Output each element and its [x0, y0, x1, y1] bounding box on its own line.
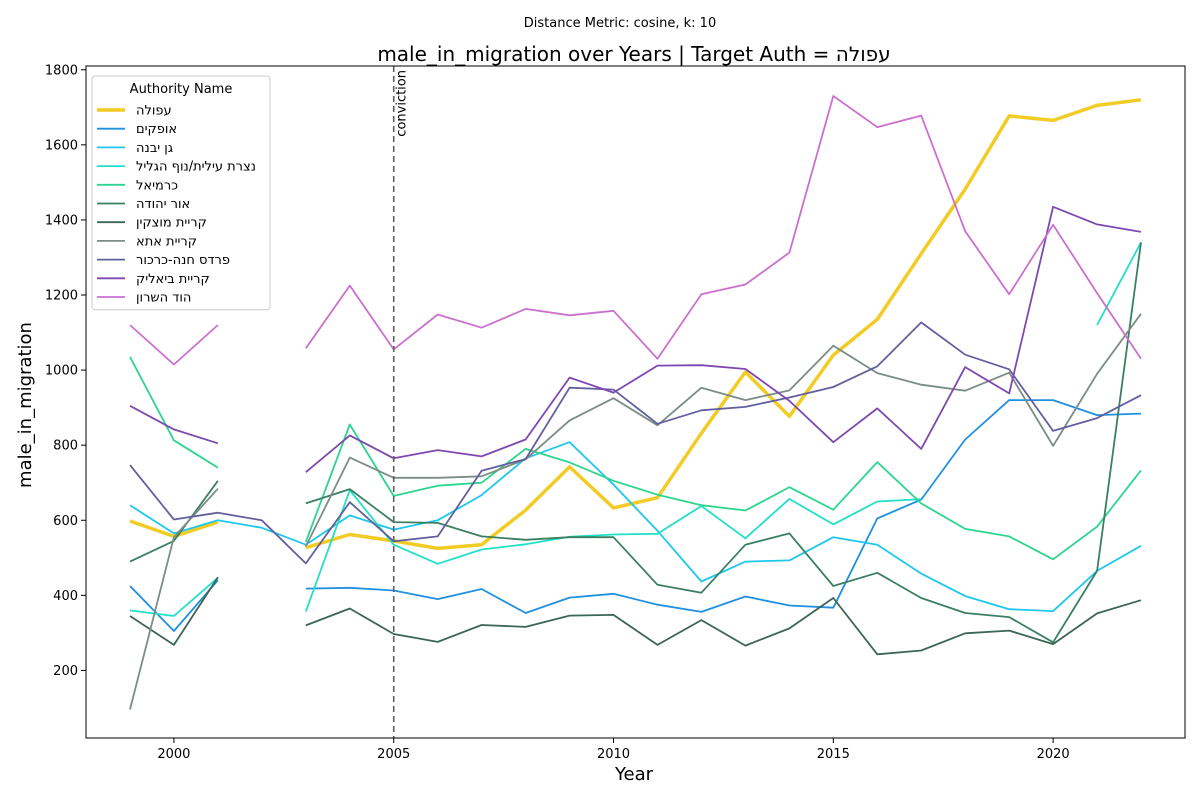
- x-tick-label-3: 2015: [817, 747, 850, 762]
- series-line-6: [129, 576, 1142, 656]
- y-tick-label-8: 1800: [45, 63, 78, 78]
- y-tick-label-4: 1000: [45, 364, 78, 379]
- y-tick-label-7: 1600: [45, 138, 78, 153]
- series-line-9: [129, 205, 1142, 473]
- legend-title: Authority Name: [130, 82, 233, 97]
- series-line-3: [129, 241, 1142, 617]
- series-line-0: [129, 98, 1142, 551]
- series-lines: [129, 95, 1142, 710]
- y-tick-label-0: 200: [53, 664, 78, 679]
- legend-label-9: קריית ביאליק: [136, 272, 210, 287]
- series-line-2: [129, 441, 1142, 612]
- plot-area: conviction 2000 2005 2010 2015 2020 200 400 600 8…: [45, 63, 1186, 762]
- x-tick-label-2: 2010: [597, 747, 630, 762]
- x-tick-label-1: 2005: [377, 747, 410, 762]
- y-tick-label-6: 1400: [45, 213, 78, 228]
- series-line-8: [129, 321, 1142, 565]
- legend-box: [91, 75, 271, 311]
- legend-label-10: הוד השרון: [136, 291, 191, 306]
- legend-label-7: קריית אתא: [136, 234, 197, 249]
- legend-label-4: כרמיאל: [136, 178, 178, 193]
- x-axis-label: Year: [614, 764, 654, 785]
- plot-frame: [85, 65, 1186, 739]
- chart-suptitle: Distance Metric: cosine, k: 10: [524, 16, 716, 31]
- x-tick-label-0: 2000: [157, 747, 190, 762]
- series-line-5: [129, 242, 1142, 644]
- legend: Authority Name עפולה אופקים גן יבנה נצרת עיל…: [91, 75, 271, 311]
- legend-label-3: נצרת עילית/נוף הגליל: [136, 160, 256, 175]
- legend-label-0: עפולה: [136, 104, 172, 119]
- legend-label-1: אופקים: [136, 122, 177, 137]
- chart-title: male_in_migration over Years | Target Au…: [377, 42, 890, 66]
- y-axis-label: male_in_migration: [15, 322, 36, 488]
- y-tick-label-3: 800: [53, 439, 78, 454]
- series-line-10: [129, 95, 1142, 366]
- series-line-7: [129, 313, 1142, 710]
- legend-label-6: קריית מוצקין: [136, 216, 207, 231]
- series-line-4: [129, 356, 1142, 561]
- legend-label-8: פרדס חנה-כרכור: [136, 253, 230, 268]
- annotation-label-0: conviction: [395, 70, 410, 137]
- y-tick-label-5: 1200: [45, 289, 78, 304]
- y-tick-label-2: 600: [53, 514, 78, 529]
- y-tick-label-1: 400: [53, 589, 78, 604]
- legend-label-2: גן יבנה: [136, 141, 173, 156]
- series-line-1: [129, 399, 1142, 632]
- x-tick-label-4: 2020: [1037, 747, 1070, 762]
- legend-label-5: אור יהודה: [136, 197, 190, 212]
